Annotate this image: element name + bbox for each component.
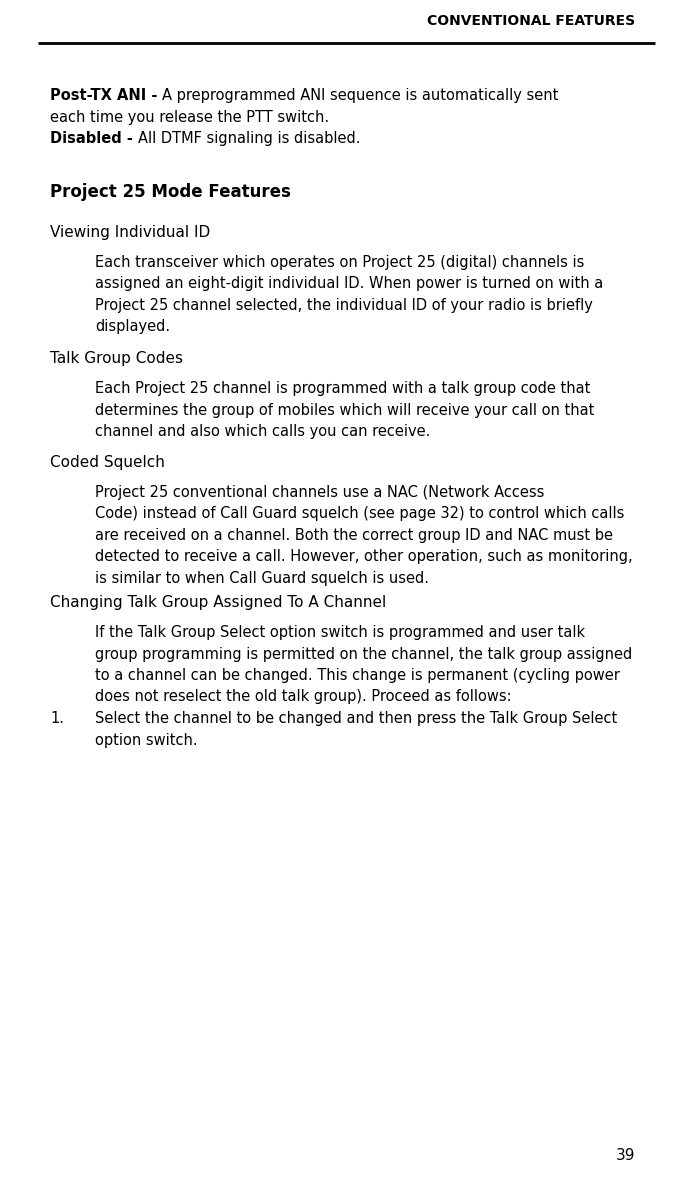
Text: Each transceiver which operates on Project 25 (digital) channels is: Each transceiver which operates on Proje… <box>95 255 585 270</box>
Text: All DTMF signaling is disabled.: All DTMF signaling is disabled. <box>138 131 360 146</box>
Text: If the Talk Group Select option switch is programmed and user talk: If the Talk Group Select option switch i… <box>95 625 585 639</box>
Text: Talk Group Codes: Talk Group Codes <box>50 351 183 366</box>
Text: is similar to when Call Guard squelch is used.: is similar to when Call Guard squelch is… <box>95 571 429 586</box>
Text: Disabled -: Disabled - <box>50 131 138 146</box>
Text: each time you release the PTT switch.: each time you release the PTT switch. <box>50 110 329 125</box>
Text: Project 25 conventional channels use a NAC (Network Access: Project 25 conventional channels use a N… <box>95 486 544 500</box>
Text: Project 25 Mode Features: Project 25 Mode Features <box>50 183 291 200</box>
Text: 39: 39 <box>616 1148 635 1163</box>
Text: Post-TX ANI -: Post-TX ANI - <box>50 88 163 103</box>
Text: Viewing Individual ID: Viewing Individual ID <box>50 225 210 240</box>
Text: are received on a channel. Both the correct group ID and NAC must be: are received on a channel. Both the corr… <box>95 528 613 543</box>
Text: Each Project 25 channel is programmed with a talk group code that: Each Project 25 channel is programmed wi… <box>95 381 591 396</box>
Text: to a channel can be changed. This change is permanent (cycling power: to a channel can be changed. This change… <box>95 668 620 684</box>
Text: Project 25 channel selected, the individual ID of your radio is briefly: Project 25 channel selected, the individ… <box>95 298 593 313</box>
Text: 1.: 1. <box>50 711 64 727</box>
Text: Select the channel to be changed and then press the Talk Group Select: Select the channel to be changed and the… <box>95 711 617 727</box>
Text: Changing Talk Group Assigned To A Channel: Changing Talk Group Assigned To A Channe… <box>50 595 386 610</box>
Text: displayed.: displayed. <box>95 320 170 334</box>
Text: channel and also which calls you can receive.: channel and also which calls you can rec… <box>95 424 431 439</box>
Text: Code) instead of Call Guard squelch (see page 32) to control which calls: Code) instead of Call Guard squelch (see… <box>95 507 624 521</box>
Text: option switch.: option switch. <box>95 733 198 748</box>
Text: assigned an eight-digit individual ID. When power is turned on with a: assigned an eight-digit individual ID. W… <box>95 277 603 291</box>
Text: CONVENTIONAL FEATURES: CONVENTIONAL FEATURES <box>427 14 635 27</box>
Text: Coded Squelch: Coded Squelch <box>50 455 165 470</box>
Text: A preprogrammed ANI sequence is automatically sent: A preprogrammed ANI sequence is automati… <box>163 88 559 103</box>
Text: detected to receive a call. However, other operation, such as monitoring,: detected to receive a call. However, oth… <box>95 550 632 564</box>
Text: group programming is permitted on the channel, the talk group assigned: group programming is permitted on the ch… <box>95 647 632 661</box>
Text: does not reselect the old talk group). Proceed as follows:: does not reselect the old talk group). P… <box>95 690 512 705</box>
Text: determines the group of mobiles which will receive your call on that: determines the group of mobiles which wi… <box>95 402 595 418</box>
